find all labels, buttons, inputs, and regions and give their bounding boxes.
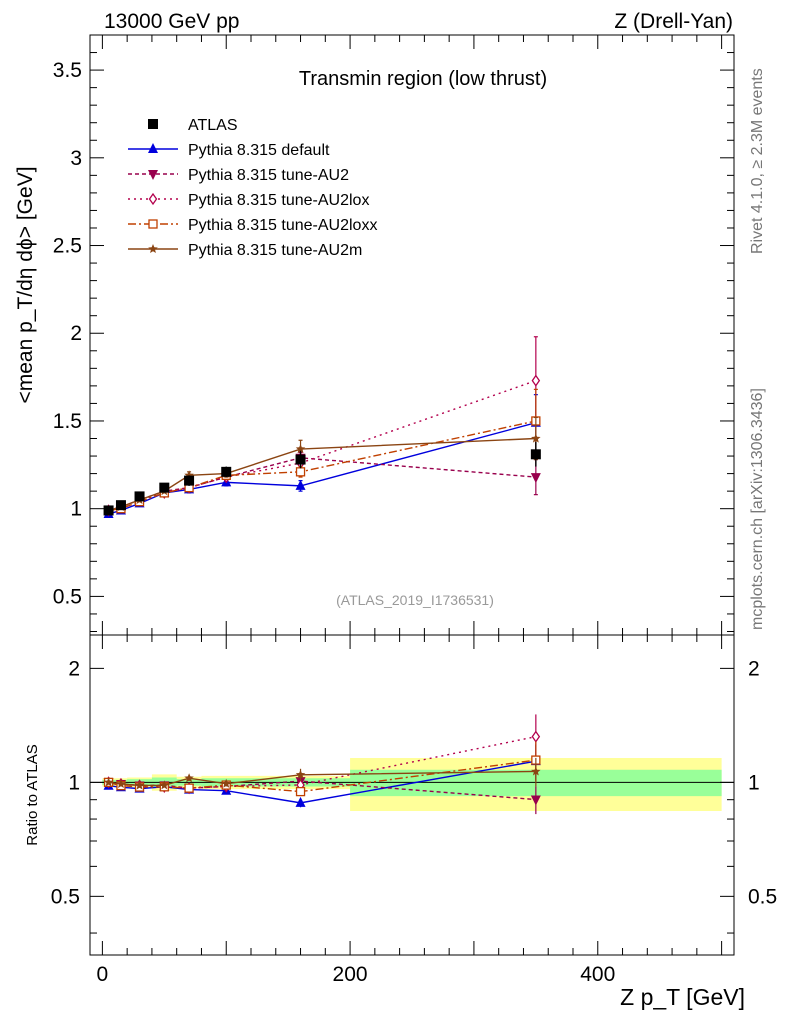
x-tick-label: 400: [580, 963, 615, 986]
ratio-y-tick-label: 1: [68, 771, 80, 794]
legend-series-1-marker: [148, 143, 158, 153]
ratio-y-tick-label: 0.5: [51, 885, 80, 908]
atlas-data-point: [115, 500, 126, 511]
series-5-ratio-line: [108, 770, 536, 787]
series-4-ratio-line: [108, 759, 536, 793]
y-tick-label: 0.5: [53, 585, 82, 608]
atlas-data-point: [295, 454, 306, 465]
legend-series-4-label: Pythia 8.315 tune-AU2loxx: [188, 217, 377, 234]
y-tick-label: 2: [70, 322, 82, 345]
y-axis-label: <mean p_T/dη dϕ> [GeV]: [14, 166, 37, 403]
series-5-ratio-point: [103, 777, 114, 787]
y-tick-label: 2.5: [53, 235, 82, 258]
legend-series-2-marker: [148, 170, 158, 180]
series-5-ratio-point: [295, 769, 306, 779]
series-5-ratio-point: [134, 780, 145, 790]
series-1-point: [295, 479, 306, 490]
ratio-frame: [89, 634, 735, 956]
y-tick-label: 3.5: [53, 59, 82, 82]
legend: ATLAS Pythia 8.315 default Pythia 8.315 tu…: [128, 117, 377, 259]
legend-series-1-label: Pythia 8.315 default: [188, 142, 330, 159]
series-5-ratio-point: [531, 766, 541, 776]
series-3-ratio-point: [531, 730, 541, 743]
legend-atlas-marker: [148, 119, 158, 129]
ratio-y-tick-label-right: 0.5: [748, 885, 777, 908]
main-panel: 0.5 1 1.5 2 2.5 3 3.5 Transmin region (low thr…: [14, 34, 735, 636]
legend-series-5-marker: [148, 244, 158, 253]
series-4-line: [108, 420, 536, 512]
ratio-y-tick-label: 2: [68, 657, 80, 680]
series-2-ratio-point: [530, 795, 541, 806]
series-5-ratio-point: [116, 779, 126, 788]
main-axes: 0.5 1 1.5 2 2.5 3 3.5: [53, 35, 734, 635]
atlas-data-point: [134, 491, 145, 502]
series-5-ratio-point: [159, 780, 170, 790]
atlas-data-point: [103, 505, 114, 516]
series-4-ratio-point: [184, 783, 194, 793]
main-frame: [89, 34, 735, 636]
series-5-ratio-point: [221, 778, 231, 788]
ratio-y-tick-label-right: 1: [748, 771, 760, 794]
ratio-panel: 0 200 400 0.5 0.5 1 1 2 2 Ratio to ATLAS Z p_T […: [24, 634, 777, 1010]
y-tick-label: 1: [70, 498, 82, 521]
legend-atlas-label: ATLAS: [188, 117, 238, 134]
main-plot-content: [103, 336, 541, 518]
legend-series-4-marker: [148, 219, 158, 229]
series-1-line: [108, 422, 537, 515]
atlas-data-point: [530, 449, 541, 460]
chart-title: Transmin region (low thrust): [299, 68, 547, 90]
series-5-line: [108, 437, 536, 512]
x-tick-label: 0: [97, 963, 109, 986]
atlas-data-point: [184, 475, 195, 486]
header-left: 13000 GeV pp: [104, 10, 239, 33]
series-4-ratio-point: [295, 786, 306, 797]
legend-series-5-label: Pythia 8.315 tune-AU2m: [188, 242, 362, 259]
legend-series-3-marker: [148, 192, 158, 206]
atlas-data-point: [159, 482, 170, 493]
ratio-axes: 0 200 400 0.5 0.5 1 1 2 2: [51, 635, 777, 986]
ratio-y-tick-label-right: 2: [748, 657, 760, 680]
series-5-ratio-point: [184, 773, 194, 783]
atlas-data-point: [221, 466, 232, 477]
ratio-plot-content: [90, 714, 734, 815]
series-5-point: [531, 433, 541, 443]
analysis-label: (ATLAS_2019_I1736531): [336, 592, 494, 608]
mcplots-label: mcplots.cern.ch [arXiv:1306.3436]: [749, 388, 766, 630]
y-tick-label: 3: [70, 147, 82, 170]
series-1-ratio-point: [295, 796, 306, 807]
series-2-point: [530, 473, 541, 484]
rivet-label: Rivet 4.1.0, ≥ 2.3M events: [749, 68, 766, 254]
header-right: Z (Drell-Yan): [614, 10, 733, 33]
legend-series-2-label: Pythia 8.315 tune-AU2: [188, 167, 349, 184]
series-3-point: [531, 374, 541, 387]
series-5-point: [295, 444, 306, 454]
y-tick-label: 1.5: [53, 410, 82, 433]
legend-series-3-label: Pythia 8.315 tune-AU2lox: [188, 192, 369, 209]
ratio-y-axis-label: Ratio to ATLAS: [24, 744, 41, 845]
x-axis-label: Z p_T [GeV]: [620, 984, 745, 1010]
series-2-line: [108, 457, 536, 512]
series-4-point: [295, 467, 306, 477]
x-tick-label: 200: [333, 963, 368, 986]
